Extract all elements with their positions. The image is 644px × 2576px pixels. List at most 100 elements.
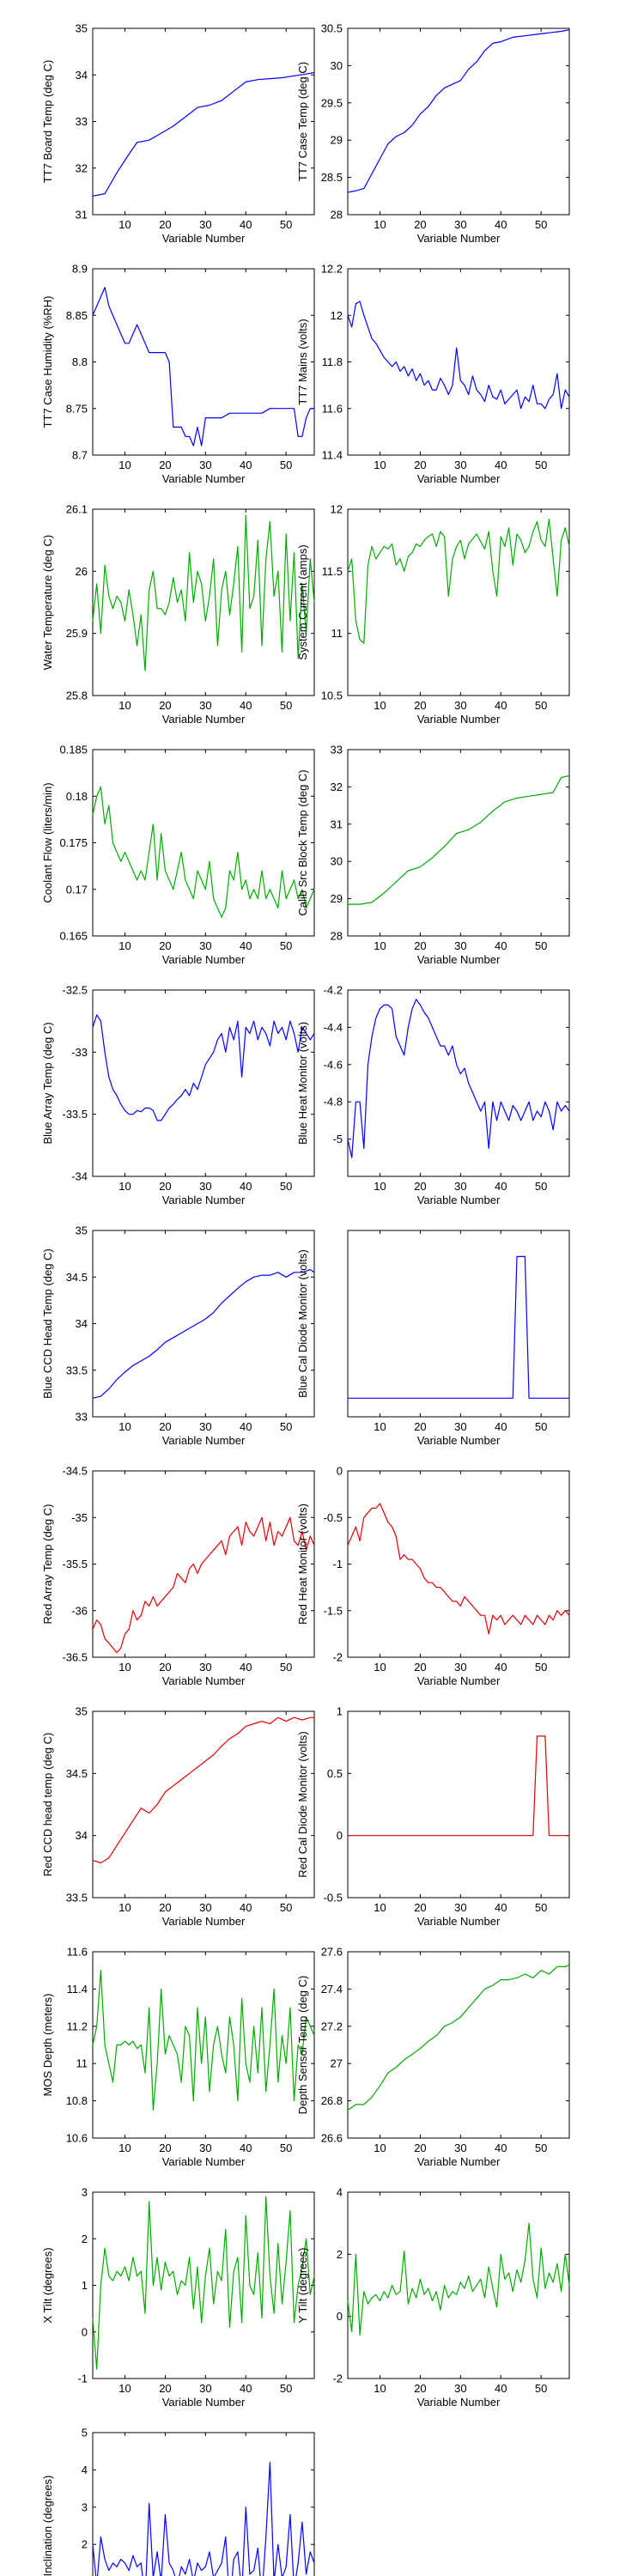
x-tick-label: 50 bbox=[535, 459, 547, 471]
y-tick-label: -1 bbox=[77, 2372, 88, 2385]
x-tick-label: 40 bbox=[240, 939, 252, 952]
plot-frame bbox=[92, 268, 315, 456]
x-tick-label: 20 bbox=[414, 1420, 426, 1433]
x-tick-label: 30 bbox=[454, 2382, 466, 2395]
y-axis-label: TT7 Mains (volts) bbox=[296, 319, 309, 404]
y-tick-label: 30.5 bbox=[321, 22, 343, 35]
chart-panel: 10 20 30 40 50 0.165 0.17 0.175 0.18 0.185 Variabl… bbox=[41, 744, 315, 966]
y-tick-label: 33.5 bbox=[66, 1364, 88, 1376]
x-tick-label: 10 bbox=[374, 2142, 386, 2154]
x-tick-label: 20 bbox=[159, 699, 171, 712]
chart-panel: 10 20 30 40 50 -5 -4.8 -4.6 -4.4 -4.2 Variable Num… bbox=[296, 984, 570, 1206]
y-tick-label: 3 bbox=[82, 2186, 88, 2199]
series-line bbox=[92, 1516, 315, 1654]
x-axis-label: Variable Number bbox=[162, 1434, 246, 1447]
y-tick-label: 0.17 bbox=[66, 883, 88, 896]
chart-panel: 10 20 30 40 50 31 32 33 34 35 Variable Number TT7 B… bbox=[41, 22, 315, 245]
x-axis-label: Variable Number bbox=[417, 2155, 501, 2168]
y-tick-label: -5 bbox=[332, 1133, 343, 1145]
x-tick-label: 50 bbox=[535, 1180, 547, 1193]
x-tick-label: 20 bbox=[159, 1180, 171, 1193]
x-tick-label: 20 bbox=[414, 218, 426, 231]
y-axis-label: TT7 Board Temp (deg C) bbox=[41, 60, 54, 184]
y-tick-label: 11.4 bbox=[322, 449, 343, 462]
y-tick-label: -36 bbox=[71, 1604, 88, 1617]
x-tick-label: 30 bbox=[199, 2382, 211, 2395]
plot-frame bbox=[92, 989, 315, 1177]
series-line bbox=[92, 1716, 314, 1864]
y-tick-label: 0 bbox=[337, 2310, 343, 2323]
x-tick-label: 10 bbox=[374, 1420, 386, 1433]
series-line bbox=[347, 301, 570, 410]
plot-frame bbox=[92, 1230, 315, 1418]
x-tick-label: 50 bbox=[280, 699, 292, 712]
chart-panel: 10 20 30 40 50 -34 -33.5 -33 -32.5 Variable Numbe… bbox=[41, 984, 315, 1206]
y-tick-label: 8.8 bbox=[72, 355, 88, 368]
x-tick-label: 10 bbox=[374, 218, 386, 231]
x-tick-label: 20 bbox=[159, 2142, 171, 2154]
y-tick-label: 35 bbox=[76, 1224, 88, 1237]
y-tick-label: 25.9 bbox=[66, 627, 88, 640]
y-axis-label: Coolant Flow (liters/min) bbox=[41, 782, 54, 902]
x-tick-label: 50 bbox=[280, 1661, 292, 1674]
y-tick-label: 2 bbox=[337, 2248, 343, 2261]
x-tick-label: 30 bbox=[454, 218, 466, 231]
y-tick-label: 0.18 bbox=[66, 790, 88, 803]
x-tick-label: 50 bbox=[535, 699, 547, 712]
x-tick-label: 50 bbox=[535, 1901, 547, 1914]
x-tick-label: 10 bbox=[118, 939, 131, 952]
x-axis-label: Variable Number bbox=[162, 232, 246, 245]
y-tick-label: 12 bbox=[331, 309, 343, 322]
y-axis-label: Red Cal Diode Monitor (volts) bbox=[296, 1731, 309, 1878]
x-tick-label: 30 bbox=[454, 2142, 466, 2154]
x-tick-label: 40 bbox=[495, 939, 507, 952]
chart-panel: 10 20 30 40 50 -36.5 -36 -35.5 -35 -34.5 Variable … bbox=[41, 1465, 315, 1687]
x-tick-label: 40 bbox=[240, 1420, 252, 1433]
y-tick-label: 27.6 bbox=[321, 1946, 343, 1959]
series-line bbox=[92, 71, 315, 197]
x-tick-label: 30 bbox=[199, 1661, 211, 1674]
x-tick-label: 10 bbox=[374, 1901, 386, 1914]
x-tick-label: 50 bbox=[280, 2382, 292, 2395]
plot-frame bbox=[347, 1951, 570, 2139]
series-line bbox=[92, 514, 315, 671]
y-axis-label: Red CCD head temp (deg C) bbox=[41, 1733, 54, 1877]
series-line bbox=[92, 287, 314, 447]
x-tick-label: 20 bbox=[414, 939, 426, 952]
y-tick-label: 11.8 bbox=[322, 355, 343, 368]
x-tick-label: 40 bbox=[495, 2142, 507, 2154]
x-axis-label: Variable Number bbox=[417, 472, 501, 485]
y-tick-label: -0.5 bbox=[324, 1511, 343, 1524]
y-tick-label: 11.6 bbox=[322, 402, 343, 415]
series-line bbox=[347, 1964, 570, 2111]
x-tick-label: 50 bbox=[280, 459, 292, 471]
chart-panel: 10 20 30 40 50 11.4 11.6 11.8 12 12.2 Variable Num… bbox=[296, 263, 570, 485]
x-axis-label: Variable Number bbox=[417, 1915, 501, 1928]
x-axis-label: Variable Number bbox=[417, 713, 501, 726]
y-tick-label: 30 bbox=[331, 855, 343, 868]
x-tick-label: 40 bbox=[495, 1420, 507, 1433]
x-tick-label: 20 bbox=[414, 1901, 426, 1914]
x-axis-label: Variable Number bbox=[417, 1674, 501, 1687]
chart-panel: 10 20 30 40 50 26.6 26.8 27 27.2 27.4 27.6 Variable… bbox=[296, 1946, 570, 2168]
y-tick-label: -34 bbox=[71, 1170, 88, 1183]
y-tick-label: 28.5 bbox=[321, 171, 343, 184]
plot-frame bbox=[347, 27, 570, 216]
chart-panel: 10 20 30 40 50 33.5 34 34.5 35 Variable Number Red… bbox=[41, 1705, 315, 1928]
chart-panel: 10 20 30 40 50 10.5 11 11.5 12 Variable Number Sys… bbox=[296, 503, 570, 726]
x-tick-label: 40 bbox=[495, 1180, 507, 1193]
y-tick-label: 8.75 bbox=[66, 402, 88, 415]
x-tick-label: 40 bbox=[240, 1901, 252, 1914]
x-tick-label: 20 bbox=[414, 2142, 426, 2154]
series-line bbox=[92, 1268, 315, 1399]
x-tick-label: 50 bbox=[535, 939, 547, 952]
x-tick-label: 10 bbox=[374, 939, 386, 952]
y-tick-label: 31 bbox=[331, 817, 343, 830]
x-tick-label: 50 bbox=[280, 1420, 292, 1433]
x-tick-label: 30 bbox=[199, 459, 211, 471]
y-tick-label: 32 bbox=[331, 781, 343, 793]
x-axis-label: Variable Number bbox=[417, 953, 501, 966]
x-tick-label: 10 bbox=[118, 1661, 131, 1674]
y-tick-label: 25.8 bbox=[66, 690, 88, 702]
